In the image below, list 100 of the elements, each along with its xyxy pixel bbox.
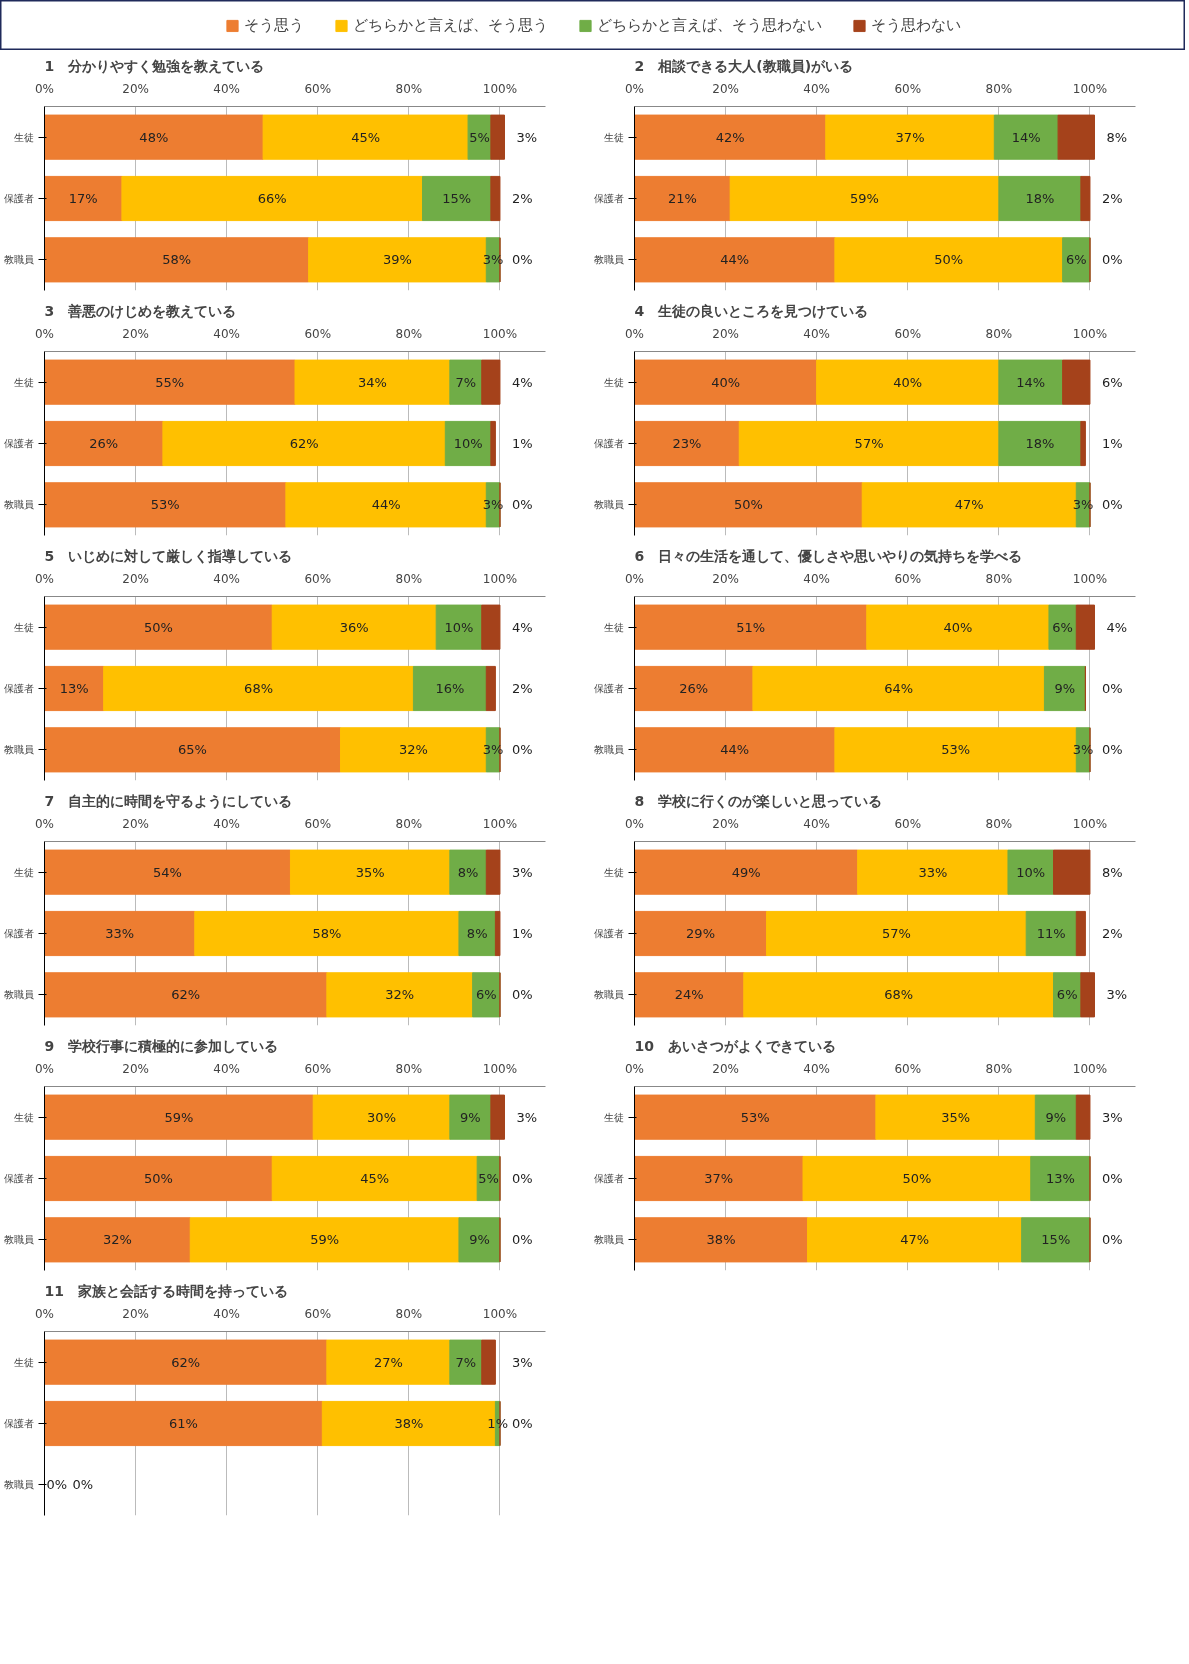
- x-tick-label: 0%: [34, 1306, 55, 1321]
- data-label: 4%: [511, 374, 533, 390]
- data-label: 0%: [511, 1416, 533, 1431]
- legend-label: そう思う: [243, 15, 304, 35]
- data-label: 8%: [1106, 129, 1128, 145]
- data-label: 29%: [686, 926, 715, 941]
- data-label: 44%: [720, 252, 750, 268]
- data-label: 0%: [1101, 1171, 1123, 1186]
- data-label: 0%: [1101, 1232, 1123, 1248]
- data-label: 0%: [1101, 252, 1123, 268]
- chart-title: 8 学校に行くのが楽しいと思っている: [634, 792, 883, 809]
- data-label: 5%: [469, 129, 490, 145]
- data-label: 9%: [469, 1232, 490, 1248]
- x-tick-label: 100%: [1072, 571, 1108, 586]
- data-label: 54%: [153, 864, 182, 880]
- x-tick-label: 40%: [213, 816, 241, 831]
- x-tick-label: 40%: [213, 571, 241, 586]
- data-label: 30%: [367, 1109, 396, 1125]
- data-label: 0%: [511, 742, 533, 758]
- x-tick-label: 40%: [213, 1061, 241, 1076]
- x-tick-label: 20%: [712, 81, 739, 96]
- data-label: 8%: [457, 864, 479, 880]
- chart-title: 10 あいさつがよくできている: [634, 1037, 836, 1054]
- chart-title: 4 生徒の良いところを見つけている: [634, 302, 869, 319]
- chart-title: 6 日々の生活を通して、優しさや思いやりの気持ちを学べる: [634, 547, 1023, 564]
- data-label: 21%: [667, 191, 697, 206]
- y-tick-label: 教職員: [3, 499, 34, 511]
- data-label: 57%: [881, 926, 911, 941]
- x-tick-label: 0%: [624, 326, 645, 341]
- data-label: 51%: [736, 619, 766, 635]
- data-label: 58%: [162, 252, 192, 268]
- y-tick-label: 保護者: [3, 928, 34, 939]
- data-label: 16%: [435, 681, 465, 696]
- data-label: 48%: [139, 129, 169, 145]
- data-label: 11%: [1036, 926, 1066, 941]
- x-tick-label: 100%: [482, 816, 518, 831]
- x-tick-label: 60%: [894, 816, 922, 831]
- y-tick-label: 保護者: [593, 683, 624, 694]
- x-tick-label: 60%: [894, 571, 922, 586]
- data-label: 57%: [854, 436, 884, 451]
- data-label: 6%: [475, 987, 497, 1003]
- data-label: 9%: [1054, 681, 1076, 696]
- data-label: 0%: [511, 497, 533, 513]
- x-tick-label: 80%: [395, 1306, 423, 1321]
- data-label: 1%: [487, 1416, 508, 1431]
- data-label: 13%: [59, 681, 89, 696]
- x-tick-label: 80%: [395, 571, 423, 586]
- data-label: 3%: [516, 1109, 538, 1125]
- data-label: 42%: [715, 129, 745, 145]
- data-label: 6%: [1065, 252, 1087, 268]
- data-label: 4%: [1106, 619, 1128, 635]
- data-label: 0%: [1101, 497, 1123, 513]
- data-label: 59%: [310, 1232, 340, 1248]
- data-label: 47%: [900, 1232, 930, 1248]
- data-label: 53%: [150, 497, 180, 513]
- data-label: 0%: [46, 1477, 68, 1493]
- chart-title: 1 分かりやすく勉強を教えている: [44, 57, 265, 74]
- data-label: 61%: [168, 1416, 198, 1431]
- data-label: 62%: [289, 436, 319, 451]
- x-tick-label: 0%: [624, 816, 645, 831]
- data-label: 26%: [89, 436, 119, 451]
- data-label: 50%: [902, 1171, 932, 1186]
- data-label: 0%: [1101, 681, 1123, 696]
- data-label: 8%: [466, 926, 488, 941]
- chart-title: 7 自主的に時間を守るようにしている: [44, 792, 293, 810]
- data-label: 47%: [954, 497, 984, 513]
- data-label: 62%: [171, 987, 201, 1003]
- x-tick-label: 100%: [1072, 326, 1108, 341]
- x-tick-label: 0%: [34, 326, 55, 341]
- data-label: 35%: [355, 864, 385, 880]
- data-label: 15%: [442, 191, 472, 206]
- x-tick-label: 40%: [213, 1306, 241, 1321]
- data-label: 3%: [511, 864, 533, 880]
- y-tick-label: 教職員: [593, 254, 624, 266]
- y-tick-label: 保護者: [3, 1418, 34, 1429]
- x-tick-label: 0%: [34, 571, 55, 586]
- data-label: 2%: [1101, 191, 1123, 206]
- x-tick-label: 80%: [985, 571, 1013, 586]
- data-label: 10%: [444, 619, 474, 635]
- data-label: 53%: [941, 742, 971, 758]
- data-label: 7%: [455, 374, 477, 390]
- x-tick-label: 80%: [985, 1061, 1013, 1076]
- y-tick-label: 生徒: [13, 866, 34, 878]
- data-label: 32%: [102, 1232, 132, 1248]
- x-tick-label: 80%: [985, 81, 1013, 96]
- data-label: 13%: [1045, 1171, 1075, 1186]
- data-label: 32%: [398, 742, 428, 758]
- x-tick-label: 80%: [985, 816, 1013, 831]
- data-label: 18%: [1025, 191, 1055, 206]
- x-tick-label: 60%: [894, 326, 922, 341]
- data-label: 45%: [360, 1171, 390, 1186]
- data-label: 32%: [385, 987, 415, 1003]
- data-label: 59%: [850, 191, 879, 206]
- data-label: 0%: [511, 1171, 533, 1186]
- x-tick-label: 80%: [395, 816, 423, 831]
- chart-title: 2 相談できる大人(教職員)がいる: [634, 57, 854, 74]
- data-label: 0%: [511, 1232, 533, 1248]
- data-label: 27%: [373, 1354, 403, 1370]
- x-tick-label: 100%: [482, 326, 518, 341]
- data-label: 3%: [516, 129, 538, 145]
